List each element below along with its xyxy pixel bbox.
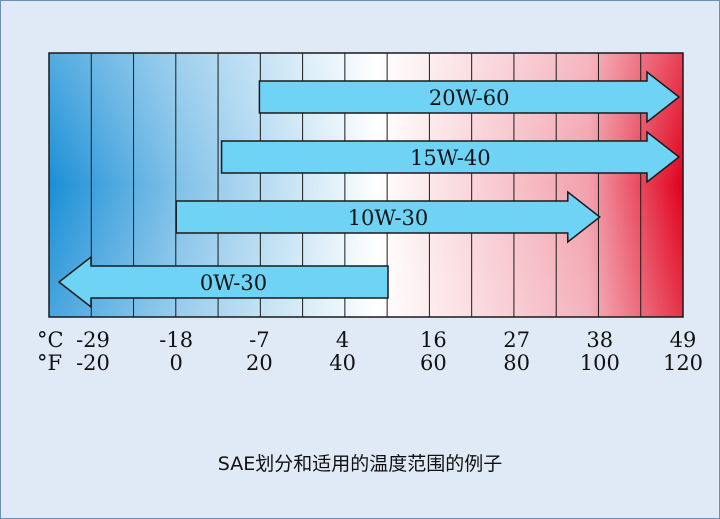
celsius-unit: °C bbox=[37, 328, 64, 352]
range-label: 0W-30 bbox=[200, 271, 267, 295]
range-label: 10W-30 bbox=[348, 206, 429, 230]
celsius-tick-label: 49 bbox=[670, 328, 697, 352]
fahrenheit-tick-label: 0 bbox=[170, 351, 183, 375]
celsius-tick-label: 38 bbox=[586, 328, 613, 352]
fahrenheit-tick-label: 80 bbox=[503, 351, 530, 375]
range-arrow-20w-60 bbox=[258, 70, 681, 124]
temperature-range-chart: 20W-60 15W-40 10W-30 0W-30 °C °F -29-20 -180… bbox=[37, 52, 703, 375]
range-label: 20W-60 bbox=[429, 86, 510, 110]
fahrenheit-unit: °F bbox=[37, 351, 62, 375]
celsius-tick-label: -18 bbox=[159, 328, 193, 352]
celsius-tick-label: -7 bbox=[249, 328, 269, 352]
figure-caption: SAE划分和适用的温度范围的例子 bbox=[217, 453, 503, 475]
range-arrow-15w-40 bbox=[220, 130, 681, 184]
range-label: 15W-40 bbox=[410, 146, 491, 170]
viscosity-arrows: 20W-60 15W-40 10W-30 0W-30 bbox=[57, 70, 681, 309]
fahrenheit-tick-label: 40 bbox=[329, 351, 356, 375]
celsius-tick-label: -29 bbox=[76, 328, 110, 352]
fahrenheit-tick-label: -20 bbox=[76, 351, 110, 375]
fahrenheit-tick-label: 120 bbox=[663, 351, 703, 375]
fahrenheit-tick-label: 60 bbox=[420, 351, 447, 375]
range-arrow-10w-30 bbox=[175, 190, 602, 244]
fahrenheit-tick-label: 20 bbox=[246, 351, 273, 375]
celsius-tick-label: 16 bbox=[420, 328, 447, 352]
celsius-tick-label: 4 bbox=[336, 328, 349, 352]
celsius-tick-label: 27 bbox=[503, 328, 530, 352]
range-arrow-0w-30 bbox=[57, 255, 389, 309]
fahrenheit-tick-label: 100 bbox=[580, 351, 620, 375]
